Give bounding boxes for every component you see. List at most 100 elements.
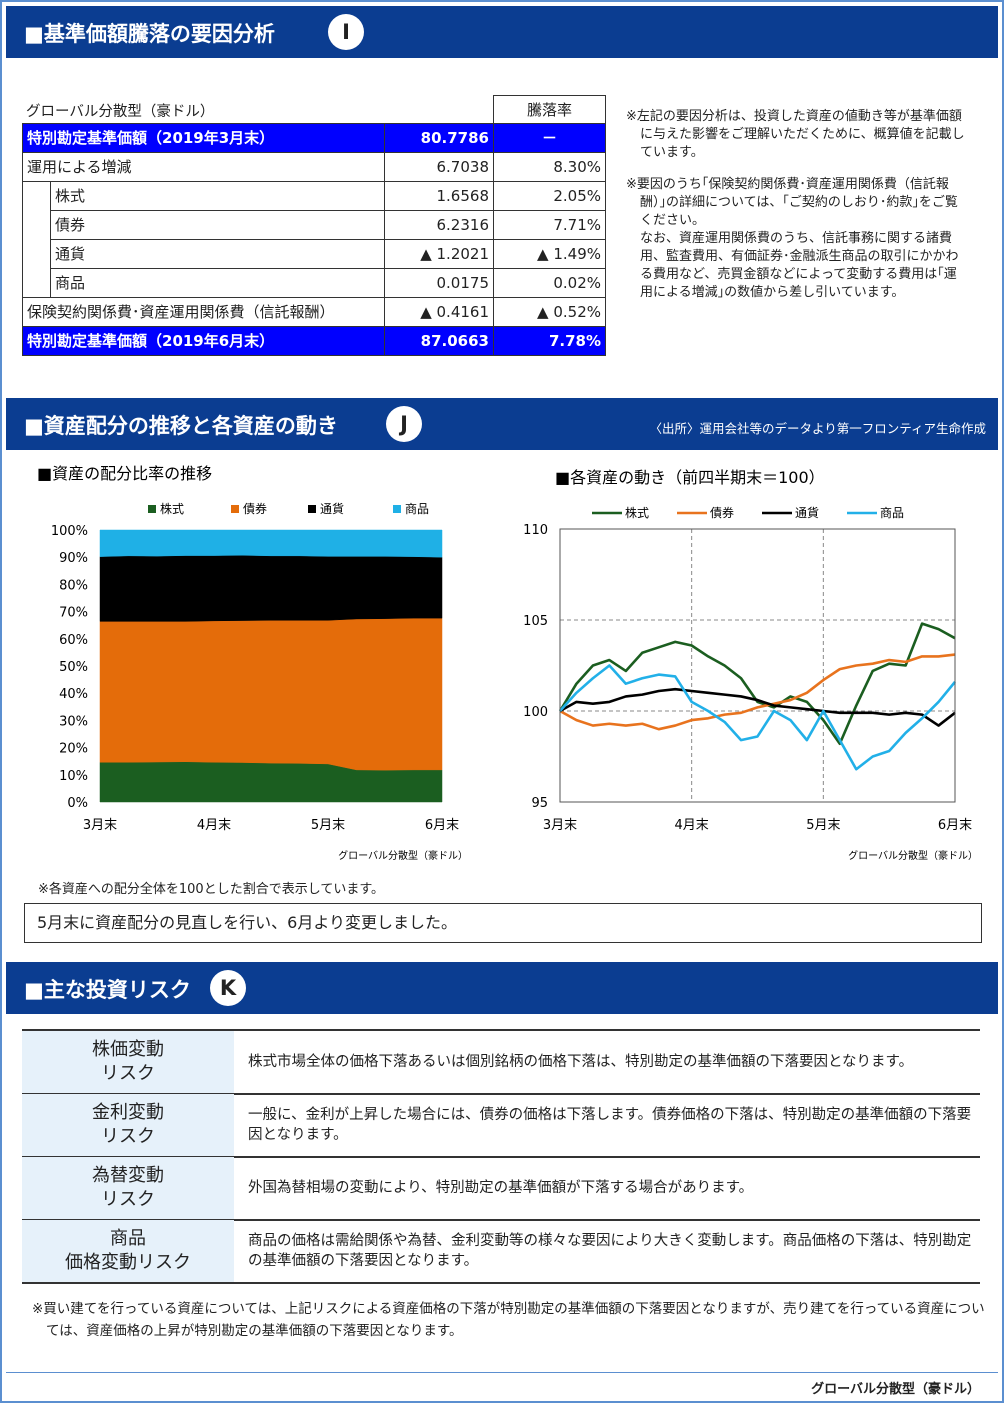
risk-name: 商品 価格変動リスク: [22, 1220, 234, 1282]
legend-label: 通貨: [795, 505, 819, 520]
row-value: 0.0175: [384, 268, 494, 298]
legend-swatch: [393, 505, 401, 513]
row-label: 保険契約関係費･資産運用関係費（信託報酬）: [22, 297, 385, 327]
x-tick-label: 6月末: [425, 818, 459, 833]
row-label: 通貨: [50, 239, 385, 269]
footer-rule: [6, 1372, 998, 1373]
row-label: 商品: [50, 268, 385, 298]
section-title: ■主な投資リスク: [24, 978, 191, 1002]
row-rate: 0.02%: [493, 268, 606, 298]
section-badge: I: [328, 14, 364, 50]
y-tick-label: 110: [523, 523, 548, 538]
row-rate: 7.71%: [493, 210, 606, 240]
y-tick-label: 80%: [59, 578, 88, 593]
note: ※左記の要因分析は、投資した資産の値動き等が基準価額に与えた影響をご理解いただく…: [626, 109, 965, 160]
y-tick-label: 0%: [67, 796, 88, 811]
section-badge: K: [210, 970, 246, 1006]
risk-desc: 外国為替相場の変動により、特別勘定の基準価額が下落する場合があります。: [248, 1180, 754, 1196]
risk-name: 為替変動 リスク: [22, 1157, 234, 1219]
risk-name: 株価変動 リスク: [22, 1031, 234, 1093]
y-tick-label: 100: [523, 705, 548, 720]
y-tick-label: 70%: [59, 606, 88, 621]
section-title: ■基準価額騰落の要因分析: [24, 22, 275, 46]
row-value: ▲ 1.2021: [384, 239, 494, 269]
indent-cell: [22, 210, 51, 240]
row-rate: ▲ 0.52%: [493, 297, 606, 327]
row-value: 1.6568: [384, 181, 494, 211]
legend-label: 商品: [880, 505, 904, 520]
risk-text: 株式市場全体の価格下落あるいは個別銘柄の価格下落は、特別勘定の基準価額の下落要因…: [248, 1031, 972, 1093]
row-value: 6.7038: [384, 152, 494, 182]
notes: ※左記の要因分析は、投資した資産の値動き等が基準価額に与えた影響をご理解いただく…: [626, 108, 966, 316]
chart: ■資産の配分比率の推移 0% 10% 20% 30% 40% 50% 60% 70% 80% 90%…: [37, 464, 468, 862]
row-value: 87.0663: [384, 326, 494, 356]
y-tick-label: 90%: [59, 551, 88, 566]
y-tick-label: 20%: [59, 742, 88, 757]
row-rate: －: [493, 123, 606, 153]
section-header: ■資産配分の推移と各資産の動き J 〈出所〉運用会社等のデータより第一フロンティ…: [6, 398, 998, 450]
y-tick-label: 105: [523, 614, 548, 629]
legend-label: 株式: [160, 501, 184, 516]
risk-text: 外国為替相場の変動により、特別勘定の基準価額が下落する場合があります。: [248, 1157, 972, 1219]
legend-label: 債券: [710, 505, 734, 520]
risk-name: 金利変動 リスク: [22, 1094, 234, 1156]
risk-row: 商品 価格変動リスク 商品の価格は需給関係や為替、金利変動等の様々な要因により大きく…: [22, 1220, 980, 1284]
risk-desc: 商品の価格は需給関係や為替、金利変動等の様々な要因により大きく変動します。商品価…: [248, 1233, 972, 1269]
footnote: ※各資産への配分全体を100とした割合で表示しています。: [38, 882, 385, 897]
note: なお、資産運用関係費のうち、信託事務に関する諸費用、監査費用、有価証券･金融派生…: [640, 231, 959, 300]
footer: グローバル分散型（豪ドル）: [811, 1382, 980, 1397]
legend-label: 債券: [243, 501, 267, 516]
y-tick-label: 40%: [59, 687, 88, 702]
y-tick-label: 50%: [59, 660, 88, 675]
risk-text: 商品の価格は需給関係や為替、金利変動等の様々な要因により大きく変動します。商品価…: [248, 1220, 972, 1282]
area: [99, 555, 443, 622]
row-label: 特別勘定基準価額（2019年6月末）: [22, 326, 385, 356]
chart-title: ■各資産の動き（前四半期末＝100）: [555, 468, 825, 487]
legend-label: 株式: [625, 505, 649, 520]
row-label: 債券: [50, 210, 385, 240]
plot-frame: [559, 528, 956, 803]
legend-swatch: [231, 505, 239, 513]
y-tick-label: 100%: [51, 524, 88, 539]
chart: ■各資産の動き（前四半期末＝100） 95 100 105 110 3月末 4月末 5月末 6月…: [523, 468, 978, 862]
risk-name-line: リスク: [101, 1189, 155, 1210]
x-tick-label: 3月末: [83, 818, 117, 833]
y-tick-label: 30%: [59, 714, 88, 729]
line: [559, 687, 956, 727]
source: 〈出所〉運用会社等のデータより第一フロンティア生命作成: [649, 421, 986, 436]
footnote: ※買い建てを行っている資産については、上記リスクによる資産価格の下落が特別勘定の…: [32, 1301, 985, 1339]
x-tick-label: 5月末: [311, 818, 345, 833]
chart-note: グローバル分散型（豪ドル）: [848, 849, 978, 862]
chart-note: グローバル分散型（豪ドル）: [338, 849, 468, 862]
row-value: 6.2316: [384, 210, 494, 240]
column-header: 騰落率: [493, 95, 606, 125]
legend-swatch: [148, 505, 156, 513]
legend-label: 商品: [405, 501, 429, 516]
risk-name-line: 株価変動: [92, 1039, 164, 1060]
y-tick-label: 10%: [59, 769, 88, 784]
row-rate: ▲ 1.49%: [493, 239, 606, 269]
risk-name-line: リスク: [101, 1063, 155, 1084]
area: [99, 529, 443, 558]
row-value: ▲ 0.4161: [384, 297, 494, 327]
row-value: 80.7786: [384, 123, 494, 153]
risk-name-line: 価格変動リスク: [65, 1252, 191, 1273]
section-header: ■基準価額騰落の要因分析 I: [6, 6, 998, 58]
indent-cell: [22, 239, 51, 269]
x-tick-label: 4月末: [197, 818, 231, 833]
row-rate: 7.78%: [493, 326, 606, 356]
y-tick-label: 60%: [59, 633, 88, 648]
risk-desc: 株式市場全体の価格下落あるいは個別銘柄の価格下落は、特別勘定の基準価額の下落要因…: [248, 1054, 914, 1070]
row-rate: 8.30%: [493, 152, 606, 182]
x-tick-label: 3月末: [543, 818, 577, 833]
table-caption: グローバル分散型（豪ドル）: [26, 104, 215, 120]
line: [559, 653, 956, 731]
legend-label: 通貨: [320, 501, 344, 516]
note: ※要因のうち｢保険契約関係費･資産運用関係費（信託報酬）｣の詳細については、｢ご…: [626, 177, 958, 228]
risk-text: 一般に、金利が上昇した場合には、債券の価格は下落します。債券価格の下落は、特別勘…: [248, 1094, 972, 1156]
risk-desc: 一般に、金利が上昇した場合には、債券の価格は下落します。債券価格の下落は、特別勘…: [248, 1107, 972, 1143]
chart-title: ■資産の配分比率の推移: [37, 464, 212, 483]
message-box: 5月末に資産配分の見直しを行い、6月より変更しました。: [24, 903, 982, 943]
section-title: ■資産配分の推移と各資産の動き: [24, 414, 338, 438]
risk-name-line: 金利変動: [92, 1102, 164, 1123]
